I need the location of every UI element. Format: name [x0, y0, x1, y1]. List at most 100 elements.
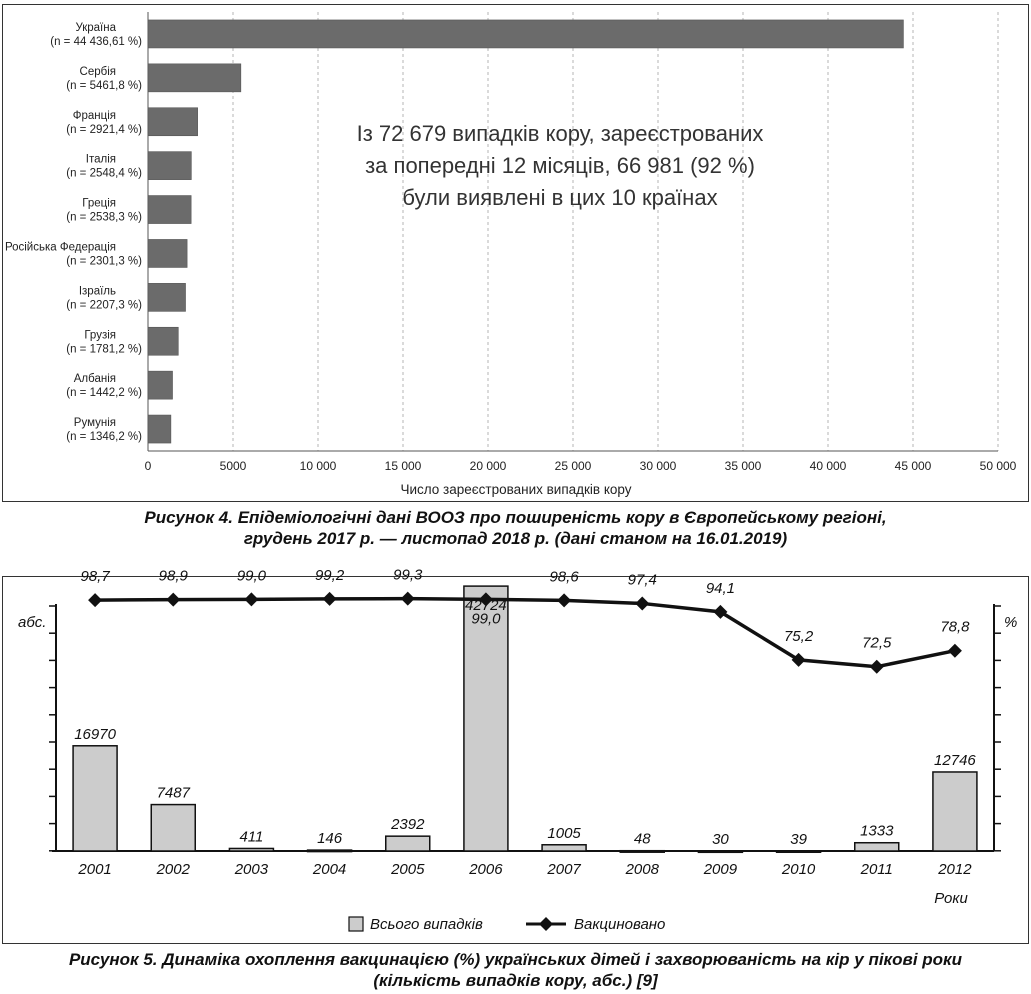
x-tick-label: 0 — [145, 459, 152, 473]
category-sublabel: (n = 44 436,61 %) — [50, 36, 142, 48]
line-point — [478, 592, 493, 607]
x-tick-label: 50 000 — [980, 459, 1017, 473]
bar-value-label: 1333 — [860, 823, 894, 840]
figure4-caption: Рисунок 4. Епідеміологічні дані ВООЗ про… — [0, 507, 1031, 549]
category-sublabel: (n = 1346,2 %) — [66, 431, 142, 443]
line-value-label: 99,3 — [393, 567, 423, 584]
bar — [463, 585, 509, 852]
line-point — [791, 652, 806, 667]
category-sublabel: (n = 2301,3 %) — [66, 255, 142, 267]
category-label: Сербія — [80, 66, 116, 78]
line-point — [166, 592, 181, 607]
bar — [147, 283, 186, 312]
line-value-label: 99,2 — [315, 567, 345, 584]
x-tick-label: 2002 — [156, 861, 191, 878]
x-tick-label: 25 000 — [555, 459, 592, 473]
bar — [619, 849, 665, 853]
bar-value-label: 48 — [634, 831, 651, 848]
line-value-label: 99,0 — [471, 610, 501, 627]
x-tick-label: 2006 — [468, 861, 503, 878]
annotation-line: були виявлені в цих 10 країнах — [402, 185, 717, 210]
bar — [147, 195, 192, 224]
figure4-caption-line2: грудень 2017 р. — листопад 2018 р. (дані… — [243, 529, 788, 548]
category-label: Франція — [73, 110, 116, 122]
x-tick-label: 2007 — [546, 861, 581, 878]
x-tick-label: 35 000 — [725, 459, 762, 473]
line-point — [869, 659, 884, 674]
legend-line-marker — [539, 917, 553, 931]
bar — [932, 771, 978, 852]
bar — [147, 370, 173, 400]
x-tick-label: 30 000 — [640, 459, 677, 473]
x-tick-label: 2008 — [625, 861, 660, 878]
bar — [147, 107, 198, 137]
y-right-label: % — [1004, 614, 1017, 631]
bar — [147, 414, 172, 444]
figure4-frame — [2, 4, 1029, 502]
figure5-caption-line2: (кількість випадків кору, абс.) [9] — [373, 971, 658, 990]
x-tick-label: 2005 — [390, 861, 425, 878]
figure4-caption-line1: Рисунок 4. Епідеміологічні дані ВООЗ про… — [144, 508, 887, 527]
bar — [147, 239, 188, 268]
line-point — [557, 593, 572, 608]
bar — [147, 63, 242, 93]
line-point — [88, 593, 103, 608]
x-tick-label: 15 000 — [385, 459, 422, 473]
bar — [775, 850, 822, 854]
bar — [147, 326, 179, 356]
x-axis-title: Роки — [934, 890, 968, 907]
line-value-label: 78,8 — [940, 619, 970, 636]
x-axis-title: Число зареєстрованих випадків кору — [400, 482, 631, 497]
bar-value-label: 146 — [317, 830, 343, 847]
line-point — [400, 591, 415, 606]
line-point — [635, 596, 650, 611]
bar-value-label: 2392 — [390, 816, 425, 833]
x-tick-label: 45 000 — [895, 459, 932, 473]
x-tick-label: 2012 — [937, 861, 972, 878]
x-tick-label: 5000 — [220, 459, 247, 473]
category-label: Російська Федерація — [5, 241, 116, 253]
line-point — [322, 591, 337, 606]
category-label: Грузія — [84, 329, 116, 341]
bar-value-label: 16970 — [74, 726, 116, 743]
line-value-label: 75,2 — [784, 628, 814, 645]
category-label: Греція — [82, 198, 116, 210]
bar-value-label: 7487 — [157, 785, 191, 802]
bar-value-label: 30 — [712, 831, 729, 848]
x-tick-label: 2003 — [234, 861, 269, 878]
figure5-chart: абс.%16970748741114623924272410054830391… — [2, 567, 1029, 944]
legend-bar-swatch — [348, 916, 364, 932]
category-sublabel: (n = 2548,4 %) — [66, 168, 142, 180]
x-tick-label: 2010 — [781, 861, 816, 878]
x-tick-label: 20 000 — [470, 459, 507, 473]
x-tick-label: 2004 — [312, 861, 346, 878]
line-value-label: 98,6 — [549, 568, 579, 585]
line-value-label: 97,4 — [628, 571, 657, 588]
category-sublabel: (n = 1442,2 %) — [66, 387, 142, 399]
category-sublabel: (n = 1781,2 %) — [66, 343, 142, 355]
line-point — [244, 592, 259, 607]
bar — [306, 849, 353, 853]
figure4-chart: 0 5000 10 000 15 000 20 000 25 000 30 000 35 00… — [2, 4, 1029, 502]
category-sublabel: (n = 2538,3 %) — [66, 212, 142, 224]
bar — [385, 835, 431, 852]
category-sublabel: (n = 2207,3 %) — [66, 299, 142, 311]
bar — [697, 850, 744, 854]
line-value-label: 94,1 — [706, 580, 735, 597]
x-tick-label: 40 000 — [810, 459, 847, 473]
bar — [854, 841, 900, 852]
category-sublabel: (n = 5461,8 %) — [66, 80, 142, 92]
category-label: Албанія — [74, 373, 116, 385]
x-tick-label: 2009 — [703, 861, 738, 878]
bar — [72, 745, 118, 852]
category-label: Румунія — [74, 417, 116, 429]
figure5-caption: Рисунок 5. Динаміка охоплення вакцинаціє… — [0, 949, 1031, 991]
bar — [147, 19, 904, 49]
bar — [150, 803, 196, 852]
category-sublabel: (n = 2921,4 %) — [66, 124, 142, 136]
legend-bar-label: Всього випадків — [370, 916, 483, 933]
x-tick-label: 2001 — [77, 861, 111, 878]
vaccinated-line — [95, 596, 956, 669]
category-label: Ізраїль — [79, 285, 116, 297]
